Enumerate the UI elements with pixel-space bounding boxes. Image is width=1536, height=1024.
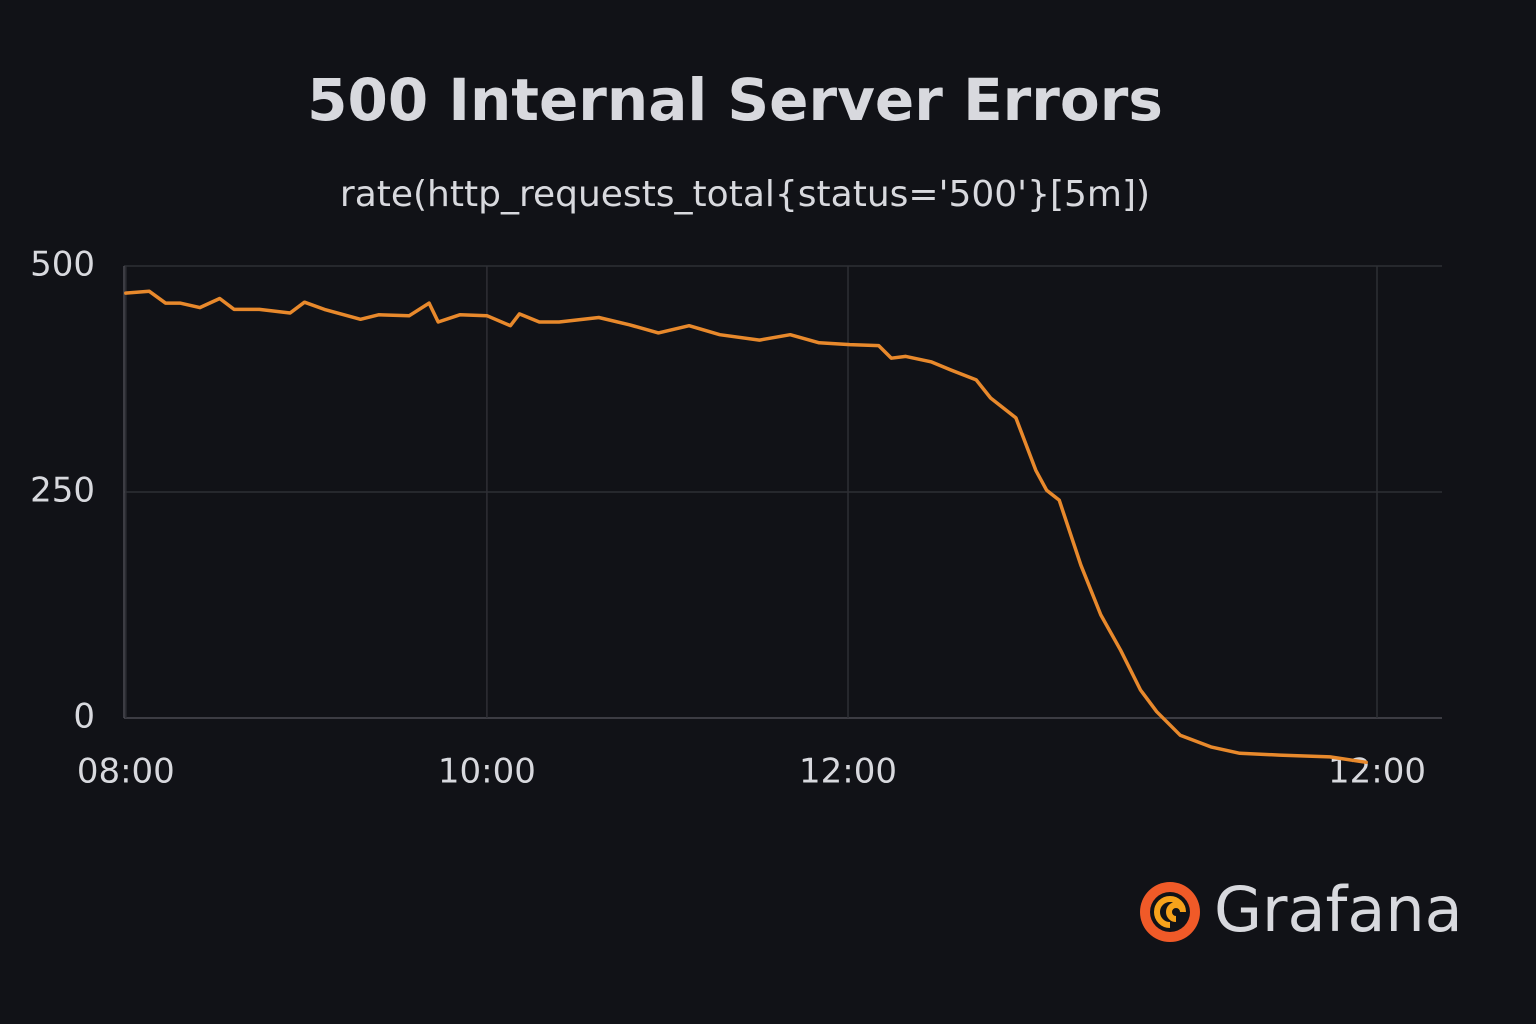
series-line xyxy=(124,289,1368,765)
x-tick-label: 08:00 xyxy=(77,752,175,792)
brand-name: Grafana xyxy=(1214,873,1463,946)
y-tick-label: 250 xyxy=(30,471,95,511)
logo-spiral xyxy=(1154,896,1186,928)
y-tick-label: 500 xyxy=(30,245,95,285)
chart-title: 500 Internal Server Errors xyxy=(307,66,1163,134)
y-tick-label: 0 xyxy=(73,697,95,737)
chart-subtitle: rate(http_requests_total{status='500'}[5… xyxy=(340,174,1150,215)
x-tick-label: 10:00 xyxy=(438,752,536,792)
grafana-logo xyxy=(1140,882,1200,942)
x-tick-label: 12:00 xyxy=(799,752,897,792)
